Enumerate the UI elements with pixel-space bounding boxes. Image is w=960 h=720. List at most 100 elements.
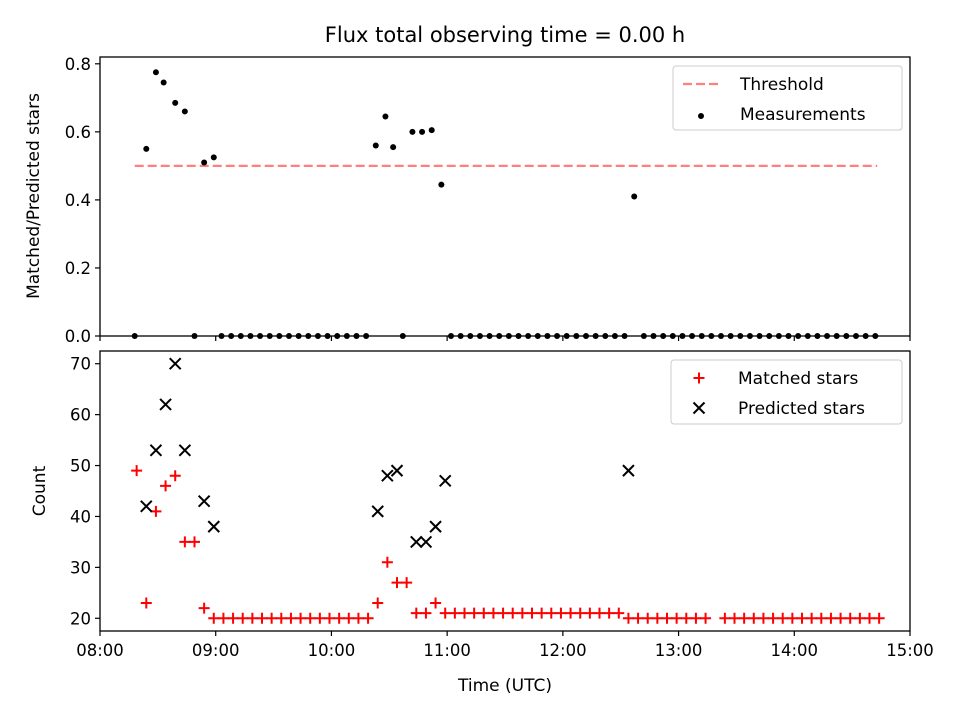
matched-stars-point: [526, 607, 538, 619]
x-tick-label: 11:00: [423, 641, 471, 660]
measurement-point: [210, 154, 217, 161]
figure-title: Flux total observing time = 0.00 h: [325, 23, 685, 47]
matched-stars-point: [449, 607, 461, 619]
matched-stars-point: [545, 607, 557, 619]
bottom-axes-frame: [99, 350, 911, 632]
matched-stars-point: [468, 607, 480, 619]
predicted-stars-point: [159, 398, 172, 411]
matched-stars-point: [246, 612, 258, 624]
x-tick-label: 09:00: [192, 641, 240, 660]
matched-stars-point: [796, 612, 808, 624]
predicted-stars-point: [207, 520, 220, 533]
predicted-stars-point: [419, 535, 433, 549]
matched-stars-point: [410, 607, 422, 619]
predicted-stars-point: [197, 494, 211, 508]
legend-label: Predicted stars: [738, 399, 865, 419]
matched-stars-point: [333, 612, 345, 624]
matched-stars-point: [613, 607, 625, 619]
top-axes-frame: [99, 56, 911, 337]
matched-stars-point: [160, 480, 172, 492]
y-tick-label: 0.8: [65, 55, 91, 74]
predicted-stars-point: [390, 464, 404, 477]
bottom-x-axis: 08:00 09:00 10:00 11:00 12:00 13:00 14:00 15:00: [76, 631, 934, 660]
matched-stars-point: [362, 612, 374, 624]
legend-matched-swatch: [693, 372, 705, 384]
predicted-stars-point: [381, 469, 394, 482]
matched-stars-point: [189, 536, 200, 548]
measurement-point: [172, 99, 179, 106]
predicted-stars-point: [371, 505, 384, 518]
matched-stars-point: [565, 607, 577, 619]
matched-stars-point: [748, 612, 760, 624]
matched-stars-point: [507, 607, 519, 619]
matched-stars-point: [757, 612, 769, 624]
x-axis-label: Time (UTC): [457, 676, 552, 696]
matched-stars-point: [825, 612, 837, 624]
matched-stars-point: [256, 612, 268, 624]
legend-label: Measurements: [740, 105, 866, 125]
matched-stars-point: [594, 607, 605, 619]
predicted-stars-point: [149, 444, 163, 457]
matched-stars-point: [661, 612, 673, 624]
matched-stars-point: [372, 597, 384, 609]
predicted-stars-point: [140, 500, 153, 513]
measurement-point: [409, 128, 416, 135]
matched-stars-point: [864, 612, 875, 624]
y-tick-label: 0.4: [65, 191, 91, 210]
matched-stars-point: [169, 470, 181, 482]
bottom-y-axis: 20 30 40 50 60 70: [70, 355, 100, 628]
matched-stars-point: [140, 597, 152, 609]
top-y-axis-label: Matched/Predicted stars: [24, 93, 44, 299]
y-tick-label: 0.6: [65, 123, 91, 142]
matched-stars-point: [295, 612, 307, 624]
matched-stars-point: [516, 607, 528, 619]
matched-stars-point: [729, 612, 740, 624]
matched-stars-point: [391, 577, 403, 589]
matched-stars-point: [150, 505, 162, 517]
matched-stars-point: [651, 612, 663, 624]
measurement-point: [160, 79, 167, 86]
top-x-axis: [99, 336, 911, 341]
matched-stars-point: [574, 607, 586, 619]
measurement-point: [152, 69, 159, 76]
legend-frame: [670, 359, 903, 425]
matched-stars-point: [343, 612, 355, 624]
matched-stars-point: [622, 612, 634, 624]
matched-stars-point: [198, 602, 210, 614]
matched-stars-point: [487, 607, 499, 619]
y-tick-label: 70: [70, 355, 91, 374]
measurement-point: [390, 144, 397, 151]
matched-stars-point: [352, 612, 364, 624]
matched-stars-point: [401, 577, 413, 589]
matched-stars-point: [131, 465, 143, 477]
matched-stars-point: [632, 612, 644, 624]
matched-stars-point: [536, 607, 548, 619]
matched-stars-point: [497, 607, 509, 619]
matched-stars-point: [777, 612, 789, 624]
predicted-stars-point: [429, 520, 442, 533]
matched-stars-point: [873, 612, 885, 624]
y-tick-label: 0.0: [65, 327, 91, 346]
matched-stars-point: [275, 612, 287, 624]
matched-stars-point: [478, 607, 490, 619]
matched-stars-point: [314, 612, 326, 624]
matched-stars-point: [806, 612, 818, 624]
matched-stars-point: [767, 612, 779, 624]
matched-stars-point: [555, 607, 567, 619]
bottom-plot-area: [131, 357, 885, 624]
legend-frame: [672, 65, 903, 131]
matched-stars-point: [815, 612, 827, 624]
x-tick-label: 13:00: [655, 641, 703, 660]
matched-stars-point: [719, 612, 731, 624]
matched-stars-point: [459, 607, 470, 619]
y-tick-label: 0.2: [65, 259, 91, 278]
matched-stars-point: [603, 607, 615, 619]
matched-stars-point: [237, 612, 249, 624]
legend-predicted-swatch: [692, 401, 706, 415]
matched-stars-point: [430, 597, 442, 609]
measurement-point: [382, 113, 389, 120]
matched-stars-point: [179, 536, 191, 548]
legend-measurement-swatch: [698, 113, 704, 119]
matched-stars-point: [381, 556, 393, 568]
